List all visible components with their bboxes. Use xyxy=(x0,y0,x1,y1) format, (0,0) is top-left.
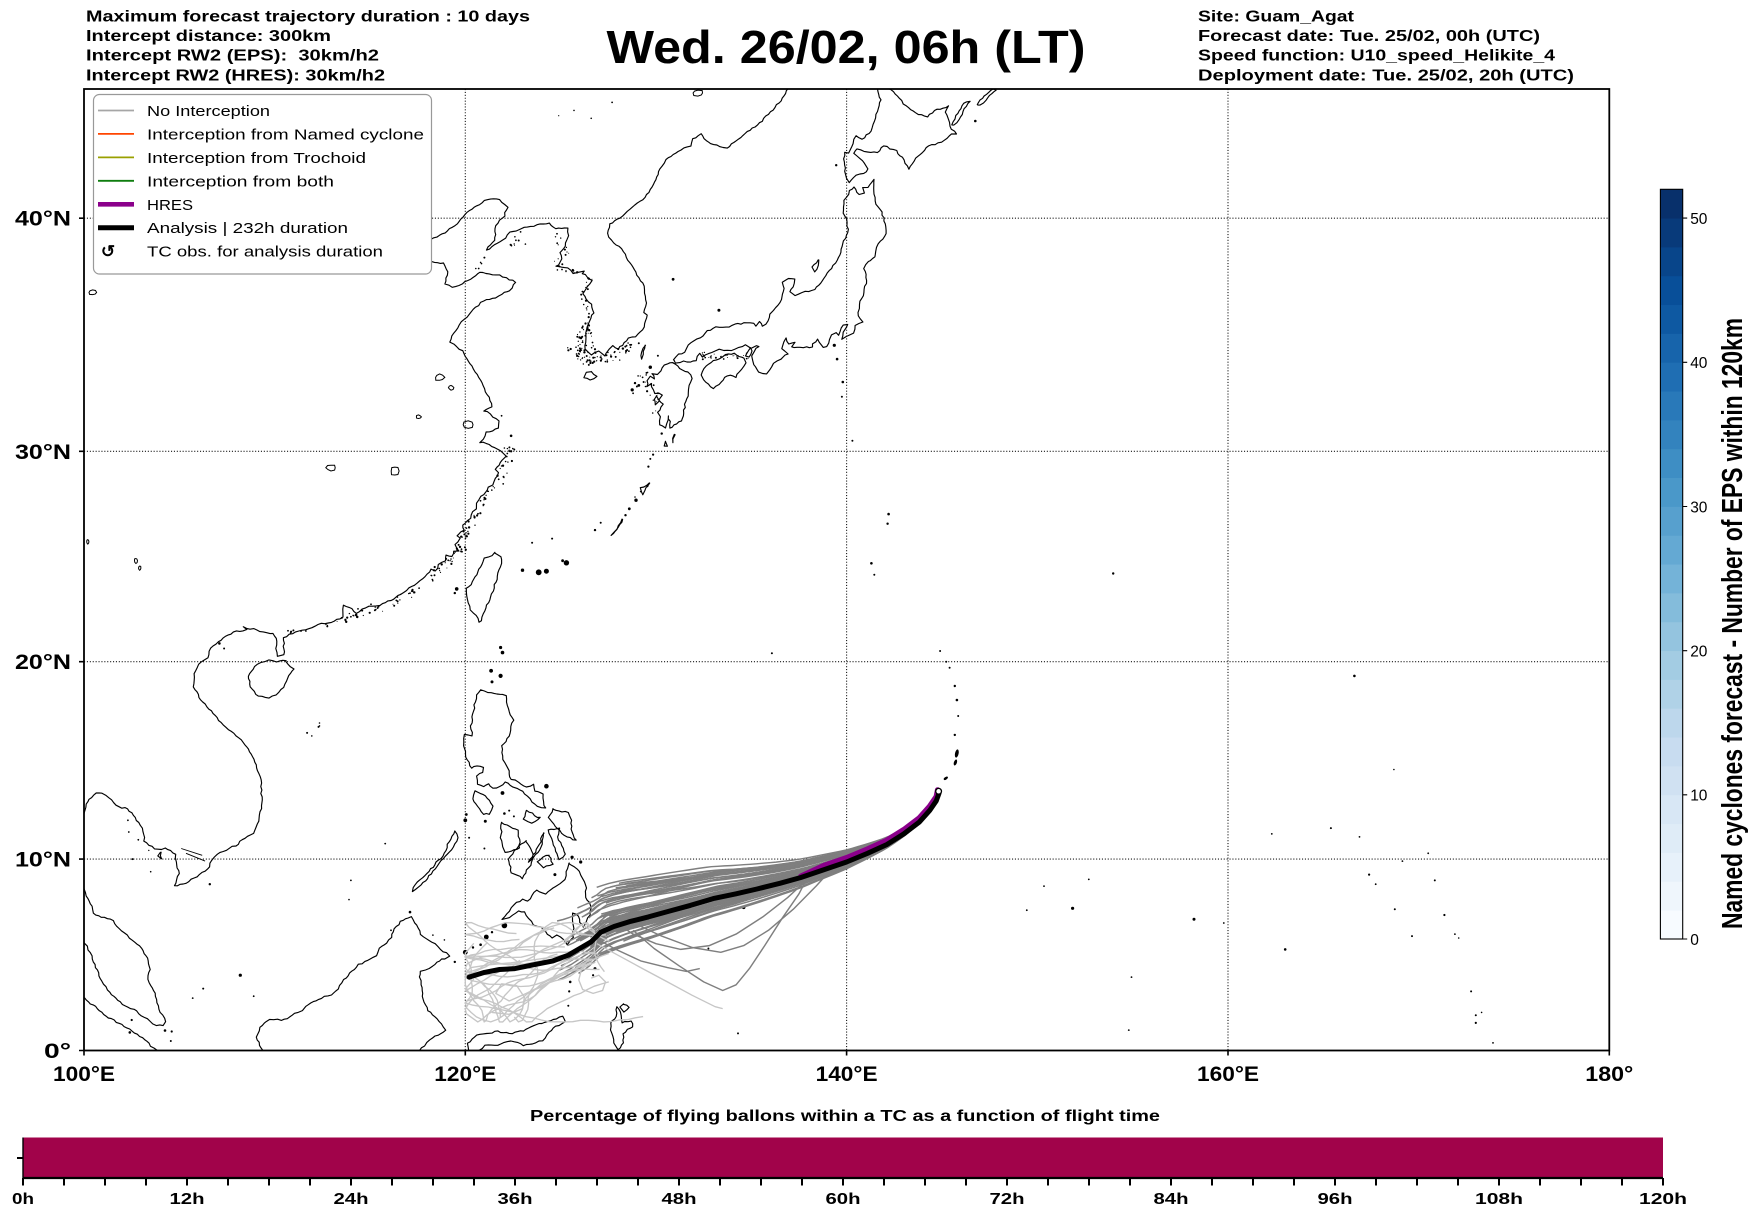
svg-text:20: 20 xyxy=(1690,644,1708,661)
svg-text:0h: 0h xyxy=(12,1191,34,1208)
svg-text:140°E: 140°E xyxy=(816,1062,878,1086)
svg-text:Named cyclones forecast - Numb: Named cyclones forecast - Number of EPS … xyxy=(1717,318,1748,929)
svg-text:Percentage of flying ballons w: Percentage of flying ballons within a TC… xyxy=(530,1108,1160,1125)
svg-text:No Interception: No Interception xyxy=(147,104,270,120)
svg-text:Interception from both: Interception from both xyxy=(147,174,334,190)
svg-text:0: 0 xyxy=(1690,932,1699,949)
svg-text:96h: 96h xyxy=(1318,1191,1353,1208)
svg-text:30: 30 xyxy=(1690,499,1708,516)
svg-text:Site: Guam_Agat: Site: Guam_Agat xyxy=(1198,9,1355,26)
svg-text:180°: 180° xyxy=(1585,1062,1633,1086)
svg-text:↺: ↺ xyxy=(101,242,115,261)
svg-text:10: 10 xyxy=(1690,788,1708,805)
svg-text:48h: 48h xyxy=(662,1191,697,1208)
svg-text:30°N: 30°N xyxy=(15,440,71,464)
svg-text:12h: 12h xyxy=(170,1191,205,1208)
svg-text:100°E: 100°E xyxy=(53,1062,115,1086)
svg-text:84h: 84h xyxy=(1154,1191,1189,1208)
svg-text:160°E: 160°E xyxy=(1197,1062,1259,1086)
svg-text:50: 50 xyxy=(1690,211,1708,228)
svg-text:120h: 120h xyxy=(1639,1191,1687,1208)
svg-text:36h: 36h xyxy=(498,1191,533,1208)
svg-text:Wed. 26/02, 06h (LT): Wed. 26/02, 06h (LT) xyxy=(607,21,1086,73)
svg-text:Forecast date: Tue. 25/02, 00h: Forecast date: Tue. 25/02, 00h (UTC) xyxy=(1198,28,1540,45)
svg-text:HRES: HRES xyxy=(147,198,193,214)
svg-text:Analysis | 232h duration: Analysis | 232h duration xyxy=(147,221,348,237)
svg-text:20°N: 20°N xyxy=(15,650,71,674)
svg-text:72h: 72h xyxy=(990,1191,1025,1208)
svg-text:108h: 108h xyxy=(1475,1191,1523,1208)
svg-text:Interception from Named cyclon: Interception from Named cyclone xyxy=(147,127,424,143)
svg-text:Interception from Trochoid: Interception from Trochoid xyxy=(147,151,366,167)
svg-text:24h: 24h xyxy=(334,1191,369,1208)
svg-text:TC obs. for analysis duration: TC obs. for analysis duration xyxy=(147,245,383,261)
svg-text:0°: 0° xyxy=(44,1039,71,1063)
svg-text:Deployment date: Tue. 25/02, 2: Deployment date: Tue. 25/02, 20h (UTC) xyxy=(1198,67,1574,84)
svg-text:10°N: 10°N xyxy=(15,848,71,872)
svg-text:60h: 60h xyxy=(826,1191,861,1208)
svg-text:Intercept RW2 (HRES): 30km/h2: Intercept RW2 (HRES): 30km/h2 xyxy=(86,67,385,84)
svg-text:120°E: 120°E xyxy=(434,1062,496,1086)
svg-text:40: 40 xyxy=(1690,355,1708,372)
svg-text:Intercept distance: 300km: Intercept distance: 300km xyxy=(86,28,331,45)
svg-text:40°N: 40°N xyxy=(15,207,71,231)
svg-text:Maximum forecast trajectory du: Maximum forecast trajectory duration : 1… xyxy=(86,9,530,26)
svg-text:Intercept RW2 (EPS): 30km/h2: Intercept RW2 (EPS): 30km/h2 xyxy=(86,48,379,65)
svg-text:Speed function: U10_speed_Heli: Speed function: U10_speed_Helikite_4 xyxy=(1198,48,1555,65)
